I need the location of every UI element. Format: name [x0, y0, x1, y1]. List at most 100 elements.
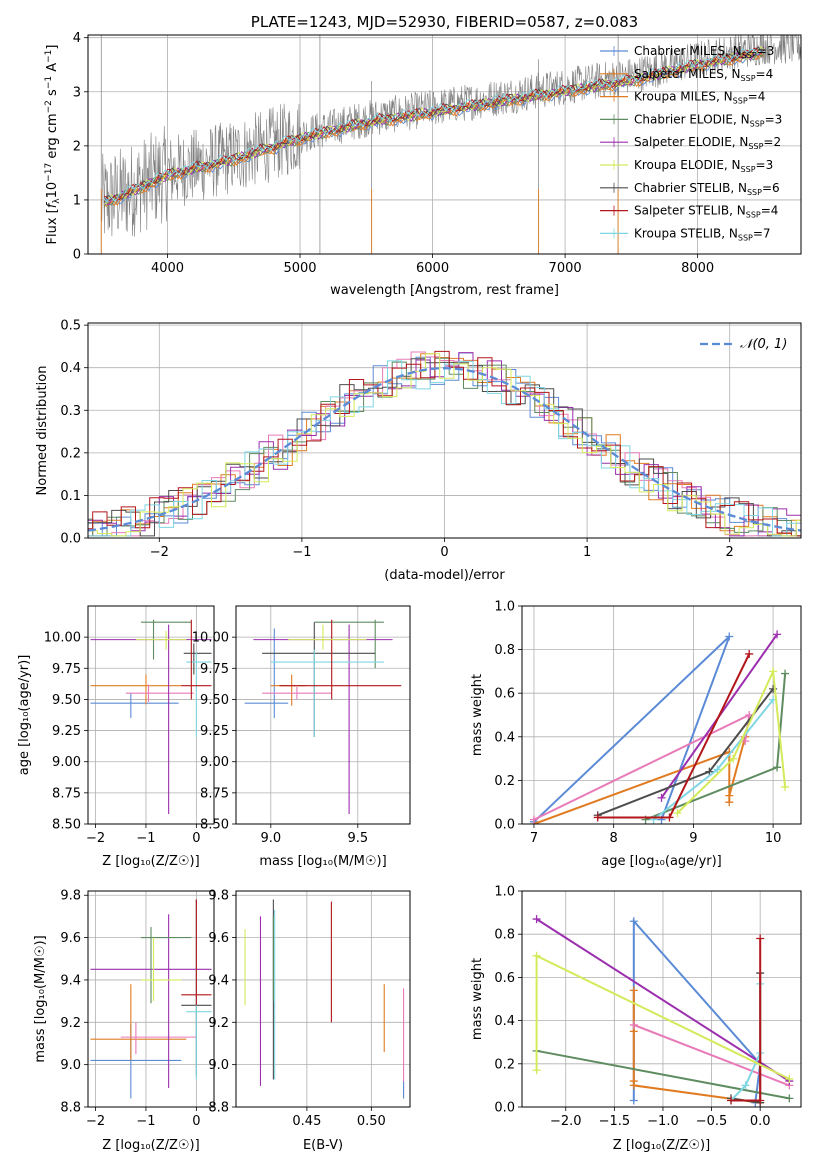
- weight-lines: [529, 630, 790, 824]
- y-label-part: ]: [45, 45, 60, 50]
- chart-mass_vs_ebv: 0.45 0.50 8.8 9.0 9.2 9.4 9.6 9.8: [208, 889, 411, 1129]
- legend-entry: Salpeter MILES, NSSP=4: [634, 67, 773, 83]
- y-label-part: f: [45, 201, 60, 208]
- legend-sub: SSP: [733, 97, 748, 106]
- legend-name: Salpeter ELODIE, N: [634, 135, 748, 149]
- y-tick-label: 9.8: [60, 889, 81, 904]
- y-tick-label: 9.0: [60, 1058, 81, 1073]
- plot-frame: [521, 605, 802, 825]
- y-tick-label: 9.25: [200, 724, 229, 739]
- legend-sub: SSP: [741, 74, 756, 83]
- y-tick-label: 9.4: [208, 973, 229, 988]
- legend-name: Chabrier STELIB, N: [634, 181, 747, 195]
- legend-sub: SSP: [746, 211, 761, 220]
- plot-background: [522, 606, 801, 824]
- chart-weight_vs_Z: −2.0 −1.5 −1.0 −0.5 0.0 0.0 0.2 0.4 0.6 0.8 1.0: [494, 885, 802, 1129]
- y-label-part: −17: [44, 163, 54, 182]
- weight-marker: [781, 669, 790, 678]
- chart-weight_vs_age: 7 8 9 10 0.0 0.2 0.4 0.6 0.8 1.0: [494, 600, 802, 846]
- legend-sub: SSP: [750, 119, 765, 128]
- x-tick-label: −2.0: [550, 1114, 582, 1129]
- x-tick-label: 1: [583, 545, 591, 560]
- y-tick-label: 0.5: [60, 319, 81, 334]
- legend-n: =6: [762, 181, 780, 195]
- weight-line: [536, 1049, 790, 1100]
- x-tick-label: 9.0: [260, 831, 281, 846]
- y-tick-label: 9.8: [208, 889, 229, 904]
- x-tick-label: 0: [192, 1114, 200, 1129]
- x-axis-label: Z [log₁₀(Z/Z☉)]: [613, 1138, 710, 1153]
- y-tick-label: 8.75: [52, 786, 81, 801]
- x-axis-label: Z [log₁₀(Z/Z☉)]: [102, 1138, 199, 1153]
- y-tick-label: 0.1: [60, 489, 81, 504]
- weight-marker: [705, 767, 714, 776]
- legend-entry: Salpeter ELODIE, NSSP=2: [634, 135, 781, 151]
- x-tick-label: 2: [726, 545, 734, 560]
- legend-n: =7: [753, 226, 771, 240]
- weight-marker: [725, 632, 734, 641]
- y-tick-label: 0.6: [494, 971, 515, 986]
- y-tick-label: 0.2: [494, 774, 515, 789]
- chart-age_vs_mass: 9.0 9.5 8.50 8.75 9.00 9.25 9.50 9.75 10.00: [192, 605, 411, 846]
- y-tick-label: 8.75: [200, 786, 229, 801]
- weight-marker: [629, 1020, 638, 1029]
- x-tick-label: 5000: [283, 261, 316, 276]
- plot-frame: [235, 605, 411, 825]
- y-tick-label: 9.0: [208, 1058, 229, 1073]
- chart-title: PLATE=1243, MJD=52930, FIBERID=0587, z=0…: [251, 13, 638, 31]
- weight-marker: [727, 1096, 736, 1105]
- weight-marker: [629, 1096, 638, 1105]
- y-label-part: s: [45, 89, 60, 100]
- spectrum-lines: [100, 35, 801, 254]
- weight-marker: [741, 1081, 750, 1090]
- chart-spectrum: 4000 5000 6000 7000 8000 0 1 2 3 4 Chabrier MILES,…: [73, 31, 802, 276]
- legend-entry: 𝒩(0, 1): [740, 337, 787, 352]
- x-tick-label: −2: [86, 1114, 105, 1129]
- y-tick-label: 8.50: [52, 818, 81, 833]
- y-tick-label: 1: [73, 193, 81, 208]
- y-tick-label: 0.4: [494, 1014, 515, 1029]
- weight-marker: [769, 667, 778, 676]
- legend-entry: Kroupa ELODIE, NSSP=3: [634, 158, 773, 174]
- y-label-part: −1: [44, 50, 54, 63]
- weight-marker: [729, 754, 738, 763]
- y-tick-label: 9.00: [200, 755, 229, 770]
- x-tick-label: 9.5: [347, 831, 368, 846]
- weight-marker: [785, 1074, 794, 1083]
- weight-marker: [785, 1094, 794, 1103]
- histogram-series: [88, 360, 801, 537]
- weight-marker: [673, 809, 682, 818]
- weight-marker: [593, 813, 602, 822]
- weight-marker: [629, 986, 638, 995]
- y-tick-label: 4: [73, 31, 81, 46]
- y-axis-label: mass [log₁₀(M/M☉)]: [33, 935, 48, 1062]
- y-tick-label: 9.25: [52, 724, 81, 739]
- y-tick-label: 8.8: [60, 1101, 81, 1116]
- y-tick-label: 9.2: [60, 1016, 81, 1031]
- y-tick-label: 2: [73, 139, 81, 154]
- plot-frame: [235, 890, 411, 1108]
- weight-marker: [773, 630, 782, 639]
- legend-name: Chabrier MILES, N: [634, 44, 742, 58]
- y-axis-label: age [log₁₀(age/yr)]: [17, 655, 32, 776]
- weight-marker: [532, 915, 541, 924]
- y-tick-label: 10.00: [192, 631, 229, 646]
- weight-line: [633, 1023, 790, 1087]
- y-tick-label: 0.4: [494, 730, 515, 745]
- chart-age_vs_Z: −2 −1 0 8.50 8.75 9.00 9.25 9.50 9.75 10.00: [44, 605, 215, 846]
- weight-marker: [665, 813, 674, 822]
- x-axis-label: Z [log₁₀(Z/Z☉)]: [102, 854, 199, 869]
- weight-marker: [741, 737, 750, 746]
- legend-sub: SSP: [742, 51, 757, 60]
- y-label-part: −2: [44, 100, 54, 113]
- y-label-part: λ: [52, 198, 62, 204]
- error-bars: [244, 899, 405, 1099]
- y-tick-label: 0.8: [494, 928, 515, 943]
- plot-background: [88, 606, 214, 824]
- y-label-part: −1: [44, 76, 54, 89]
- chart-residuals: −2 −1 0 1 2 0.0 0.1 0.2 0.3 0.4 0.5 𝒩(0, 1): [60, 319, 802, 560]
- y-label-part: A: [45, 63, 60, 76]
- y-axis-label: mass weight: [470, 958, 485, 1040]
